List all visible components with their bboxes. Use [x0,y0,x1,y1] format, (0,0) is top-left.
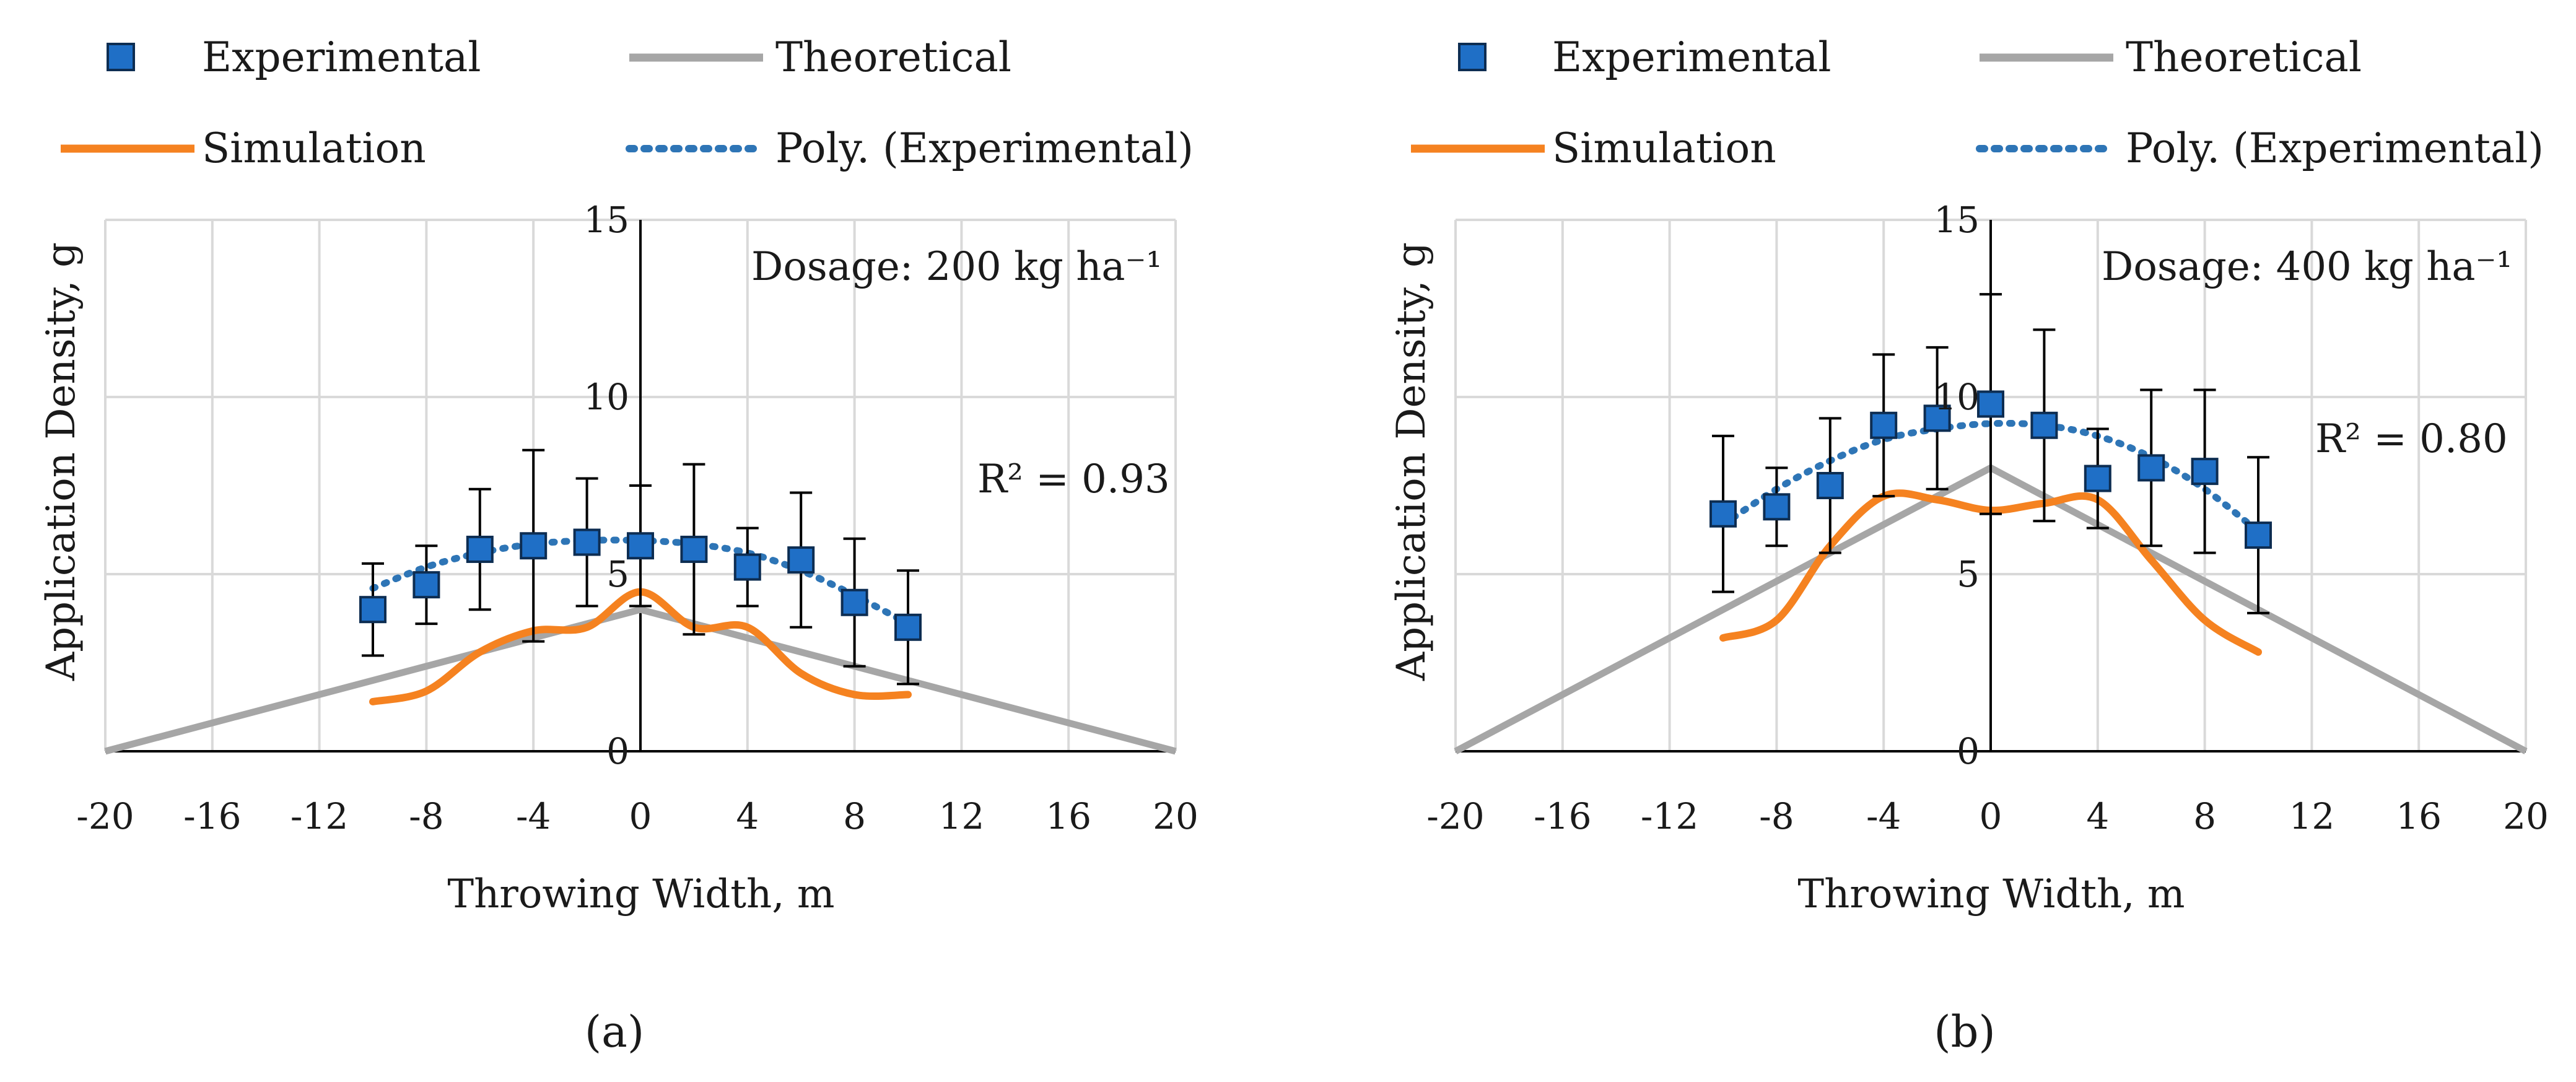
experimental-point [1977,390,2004,418]
x-tick-label: 4 [2086,795,2109,837]
experimental-point [894,613,922,641]
legend-b: Experimental Theoretical Simulation Poly… [1411,33,2544,172]
tick-layer: -20 -16 -12 -8 -4 0 4 8 12 16 20 0 5 10 15 [1426,199,2549,837]
poly-trendline [1719,419,2262,535]
legend-simulation-label: Simulation [202,124,426,172]
experimental-point [2245,521,2272,549]
y-tick-label: 0 [1957,730,1980,772]
series-layer [1454,293,2528,754]
y-tick-label: 15 [583,199,629,241]
panel-caption: (a) [585,1006,644,1057]
x-tick-label: -8 [1759,795,1794,837]
theoretical-line [104,606,1177,755]
x-tick-label: -20 [76,795,134,837]
legend-experimental-label: Experimental [1552,33,1832,81]
y-tick-label: 15 [1934,199,1980,241]
experimental-point [1923,404,1951,432]
y-axis-label: Application Density, g [1389,242,1434,681]
legend-poly-label: Poly. (Experimental) [775,124,1194,172]
x-tick-label: -4 [516,795,551,837]
legend-theoretical-label: Theoretical [775,33,1011,81]
legend-experimental-marker [1458,43,1487,71]
experimental-point [413,571,440,599]
x-tick-label: -12 [290,795,348,837]
x-tick-label: 0 [629,795,652,837]
legend-poly-label: Poly. (Experimental) [2126,124,2544,172]
x-tick-label: 8 [843,795,866,837]
dosage-annotation: Dosage: 400 kg ha⁻¹ [2102,244,2512,290]
x-tick-label: -4 [1866,795,1901,837]
legend-experimental-marker [107,43,135,71]
chart-panel-a: -20 -16 -12 -8 -4 0 4 8 12 16 20 0 5 10 15 Application… [38,199,1198,1057]
x-tick-label: 4 [736,795,759,837]
experimental-point [2191,458,2219,486]
experimental-point [840,588,868,616]
legend-theoretical-label: Theoretical [2126,33,2362,81]
experimental-point [1763,493,1791,521]
legend-experimental-label: Experimental [202,33,481,81]
experimental-point [1870,411,1898,439]
r-squared-annotation: R² = 0.93 [977,456,1170,502]
x-tick-label: 20 [2503,795,2549,837]
x-tick-label: -8 [409,795,444,837]
y-axis-label: Application Density, g [38,242,84,681]
r-squared-annotation: R² = 0.80 [2315,416,2508,462]
experimental-point [520,532,548,560]
x-tick-label: -16 [183,795,241,837]
series-layer [104,448,1177,755]
y-tick-label: 5 [606,553,629,595]
x-tick-label: 16 [2396,795,2442,837]
experimental-point [359,596,386,624]
y-tick-label: 5 [1957,553,1980,595]
chart-panel-b: -20 -16 -12 -8 -4 0 4 8 12 16 20 0 5 10 15 Application… [1389,199,2549,1057]
experimental-point [733,553,761,581]
experimental-point [466,535,494,563]
experimental-point [680,535,708,563]
x-tick-label: -12 [1641,795,1698,837]
x-tick-label: 12 [2289,795,2334,837]
legend-simulation-label: Simulation [1552,124,1776,172]
experimental-point [2030,411,2058,439]
x-tick-label: -20 [1426,795,1484,837]
x-tick-label: 8 [2193,795,2216,837]
x-tick-label: 12 [938,795,984,837]
y-tick-label: 10 [1934,376,1980,418]
x-axis-label: Throwing Width, m [1797,871,2185,917]
y-tick-label: 0 [606,730,629,772]
experimental-point [2137,454,2165,482]
x-tick-label: 16 [1046,795,1091,837]
x-tick-label: 20 [1153,795,1198,837]
x-tick-label: -16 [1534,795,1591,837]
experimental-point [573,528,601,556]
y-tick-label: 10 [583,376,629,418]
experimental-point [1709,500,1737,528]
x-axis-label: Throwing Width, m [447,871,834,917]
experimental-point [1816,472,1844,499]
dosage-annotation: Dosage: 200 kg ha⁻¹ [751,244,1162,290]
x-tick-label: 0 [1980,795,2002,837]
tick-layer: -20 -16 -12 -8 -4 0 4 8 12 16 20 0 5 10 15 [76,199,1198,837]
experimental-point [2084,465,2111,492]
panel-caption: (b) [1934,1006,1995,1057]
legend-a: Experimental Theoretical Simulation Poly… [61,33,1194,172]
experimental-point [627,532,654,560]
experimental-point [787,546,815,574]
